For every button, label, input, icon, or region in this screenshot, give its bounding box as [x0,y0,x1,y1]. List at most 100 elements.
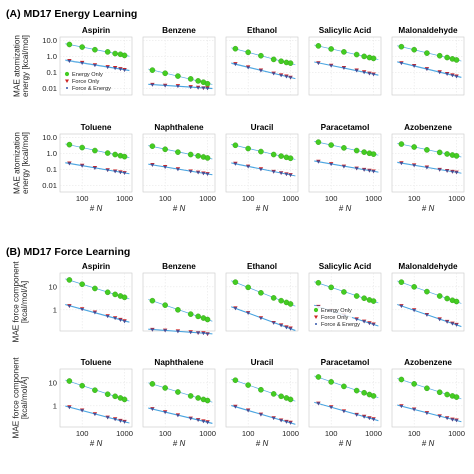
point-force-energy [259,69,263,73]
panel-b-title: (B) MD17 Force Learning [6,246,130,258]
point-energy-only [149,297,156,304]
fit-line-force-only [231,62,296,79]
point-force-energy [450,322,455,326]
point-energy-only [353,51,360,58]
point-energy-only [444,295,450,302]
point-force-energy [105,66,110,70]
point-force-energy [425,67,429,72]
point-energy-only [195,313,201,320]
point-force-energy [362,71,366,75]
point-force-energy [450,74,455,78]
point-force-energy [425,166,429,170]
subplot-title: Salicylic Acid [319,262,372,271]
x-tick-label: 1000 [365,429,382,438]
panel-b-subplot-toluene: Toluene 1 10 100 1000 # N [49,358,133,448]
point-force-energy [271,170,276,174]
plot-grid: MAE atomizationenergy [kcal/mol] MAE atom… [11,26,465,448]
point-energy-only [287,301,294,307]
panel-a-subplot-salicylic-acid: Salicylic Acid [308,26,382,96]
legend-item-force-only: Force Only [65,79,100,85]
point-energy-only [370,298,377,304]
plot-frame [142,133,216,193]
point-force-energy [93,63,97,68]
y-tick-label: 0.1 [46,68,57,77]
fit-line-force-only [65,162,130,174]
fit-line-force-only [314,61,379,76]
point-force-energy [399,404,404,409]
x-tick-label: 100 [242,429,255,438]
fit-line-force-energy [314,402,379,422]
point-energy-only [175,389,181,395]
legend-item-force-only: Force Only [314,315,349,321]
legend-label: Energy Only [321,308,352,314]
point-energy-only [398,376,405,383]
legend-marker [66,87,68,89]
x-tick-label: 1000 [365,194,382,203]
point-energy-only [424,385,430,392]
point-force-energy [371,323,376,327]
point-force-energy [105,416,110,420]
point-force-energy [284,326,289,330]
point-energy-only [232,45,239,52]
fit-line-force-energy [314,160,379,173]
x-tick-label: 100 [408,429,421,438]
point-energy-only [245,49,251,56]
point-force-energy [367,169,372,173]
point-energy-only [245,284,251,291]
point-energy-only [232,142,239,149]
point-force-energy [279,171,283,175]
point-force-energy [371,417,376,422]
fit-line-force-energy [148,84,213,90]
point-energy-only [328,142,334,148]
point-force-energy [371,73,376,77]
point-energy-only [204,155,211,161]
point-force-energy [412,309,416,313]
point-force-energy [176,168,180,172]
point-force-energy [271,416,276,420]
point-energy-only [270,391,277,397]
point-force-energy [362,320,366,324]
point-force-energy [342,66,346,70]
x-tick-label: 100 [408,194,421,203]
y-tick-label: 0.01 [42,84,57,93]
point-force-energy [150,83,155,87]
fit-line-force-energy [231,63,296,80]
legend-label: Energy Only [72,72,103,78]
point-force-energy [354,167,359,171]
x-axis-label: # N [339,439,352,448]
subplot-title: Paracetamol [321,123,370,132]
point-energy-only [195,395,201,401]
x-tick-label: 100 [76,194,89,203]
panel-b-subplot-ethanol: Ethanol [225,262,299,332]
point-force-energy [205,87,210,91]
point-energy-only [436,149,443,156]
point-energy-only [245,145,251,152]
point-force-energy [316,61,321,65]
point-energy-only [411,381,417,387]
x-tick-label: 1000 [199,429,216,438]
point-force-energy [122,171,127,175]
point-force-energy [246,165,250,169]
point-energy-only [204,316,211,323]
point-energy-only [79,144,85,151]
legend-marker [64,71,70,77]
point-force-energy [93,166,97,171]
x-axis-label: # N [173,204,186,213]
point-force-energy [367,416,372,420]
panel-b-subplot-azobenzene: Azobenzene 100 1000 # N [391,358,465,448]
point-force-energy [454,419,459,423]
point-energy-only [104,150,111,156]
legend-item-energy-only: Energy Only [64,71,103,78]
point-energy-only [453,394,460,400]
panel-b-ylabel: MAE force component[kcal/mol/Å] [11,357,29,439]
point-energy-only [232,279,239,285]
point-energy-only [444,151,450,157]
subplot-title: Uracil [251,358,274,367]
point-energy-only [278,297,284,304]
legend-item-energy-only: Energy Only [313,307,352,314]
x-axis-label: # N [339,204,352,213]
legend-label: Force Only [72,79,100,85]
subplot-title: Aspirin [82,26,110,35]
